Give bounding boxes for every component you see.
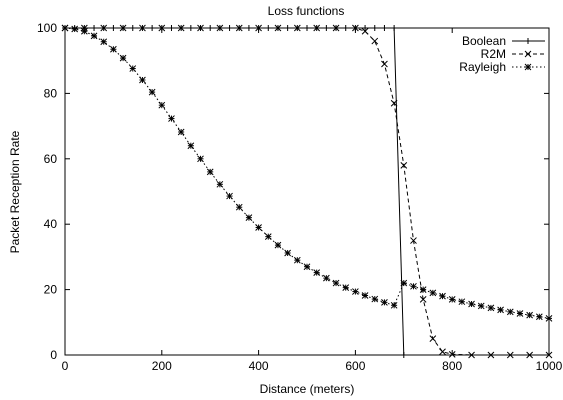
legend-marker-boolean xyxy=(525,38,531,44)
data-point-rayleigh xyxy=(90,32,98,40)
data-point-rayleigh xyxy=(129,65,137,72)
data-point-rayleigh xyxy=(216,180,224,188)
x-axis-label: Distance (meters) xyxy=(260,382,355,396)
data-point-r2m xyxy=(371,37,379,45)
x-tick-label: 400 xyxy=(249,359,269,373)
data-point-rayleigh xyxy=(119,54,127,62)
data-point-rayleigh xyxy=(361,292,369,299)
data-point-r2m xyxy=(410,237,417,244)
series-boolean xyxy=(62,25,407,358)
data-point-rayleigh xyxy=(429,289,437,297)
data-point-rayleigh xyxy=(410,282,417,290)
data-point-rayleigh xyxy=(323,274,330,282)
data-point-rayleigh xyxy=(177,128,185,136)
data-point-rayleigh xyxy=(293,256,301,264)
y-tick-label: 100 xyxy=(37,21,57,35)
plot-frame xyxy=(64,27,550,356)
x-tick-label: 1000 xyxy=(536,359,563,373)
series-line-r2m xyxy=(65,27,549,356)
data-point-rayleigh xyxy=(419,286,427,293)
data-point-rayleigh xyxy=(226,192,233,200)
data-point-rayleigh xyxy=(352,288,359,295)
y-tick-label: 40 xyxy=(44,217,58,231)
data-point-rayleigh xyxy=(497,306,504,314)
axes: 0 200 400 600 800 1000 0 20 40 60 80 100 xyxy=(37,21,563,373)
data-point-rayleigh xyxy=(110,45,117,53)
data-point-rayleigh xyxy=(487,304,495,312)
data-point-rayleigh xyxy=(342,284,350,291)
data-point-rayleigh xyxy=(526,311,533,319)
data-point-rayleigh xyxy=(245,214,253,222)
y-axis-label: Packet Reception Rate xyxy=(8,130,22,253)
data-point-rayleigh xyxy=(332,279,340,287)
data-point-r2m xyxy=(400,161,408,169)
data-point-rayleigh xyxy=(81,27,88,35)
data-point-rayleigh xyxy=(235,203,243,211)
legend-label-rayleigh: Rayleigh xyxy=(459,60,506,74)
legend-label-boolean: Boolean xyxy=(462,34,506,48)
legend-label-r2m: R2M xyxy=(481,47,506,61)
data-point-rayleigh xyxy=(284,249,291,257)
data-point-rayleigh xyxy=(390,301,398,309)
y-tick-label: 80 xyxy=(44,86,58,100)
data-point-r2m xyxy=(439,348,446,356)
data-point-rayleigh xyxy=(100,38,108,46)
legend-marker-r2m xyxy=(524,50,532,58)
data-point-r2m xyxy=(390,99,398,107)
data-point-rayleigh xyxy=(381,298,388,306)
data-point-rayleigh xyxy=(71,25,79,33)
data-point-rayleigh xyxy=(264,233,272,240)
data-point-rayleigh xyxy=(303,263,311,271)
plot-area xyxy=(61,24,553,359)
data-point-rayleigh xyxy=(506,308,514,316)
series-line-boolean xyxy=(65,27,405,356)
chart-title: Loss functions xyxy=(268,4,345,18)
y-tick-label: 60 xyxy=(44,152,58,166)
data-point-rayleigh xyxy=(439,292,446,300)
legend-marker-rayleigh xyxy=(524,63,532,71)
data-point-rayleigh xyxy=(458,298,466,306)
series-line-rayleigh xyxy=(64,27,550,319)
data-point-rayleigh xyxy=(148,88,156,96)
data-point-rayleigh xyxy=(313,269,321,276)
data-point-rayleigh xyxy=(139,76,146,84)
data-point-rayleigh xyxy=(197,155,204,163)
data-point-rayleigh xyxy=(448,296,456,303)
data-point-rayleigh xyxy=(158,101,166,109)
data-point-r2m xyxy=(381,60,388,68)
data-point-rayleigh xyxy=(535,313,543,321)
x-tick-label: 200 xyxy=(152,359,172,373)
data-point-rayleigh xyxy=(206,168,214,176)
data-point-r2m xyxy=(429,335,437,343)
y-tick-label: 20 xyxy=(44,283,58,297)
x-tick-label: 600 xyxy=(345,359,365,373)
x-tick-label: 800 xyxy=(442,359,462,373)
data-point-rayleigh xyxy=(468,300,475,308)
data-point-rayleigh xyxy=(400,279,408,287)
data-point-rayleigh xyxy=(274,241,282,249)
data-point-rayleigh xyxy=(371,295,379,303)
data-point-r2m xyxy=(361,27,369,35)
data-point-rayleigh xyxy=(187,142,195,150)
x-tick-label: 0 xyxy=(62,359,69,373)
data-point-rayleigh xyxy=(168,115,175,122)
data-point-rayleigh xyxy=(516,310,524,317)
data-point-rayleigh xyxy=(477,302,485,310)
y-tick-label: 0 xyxy=(50,348,57,362)
series-rayleigh xyxy=(61,24,553,322)
data-point-rayleigh xyxy=(255,224,262,231)
data-point-r2m xyxy=(419,296,427,303)
